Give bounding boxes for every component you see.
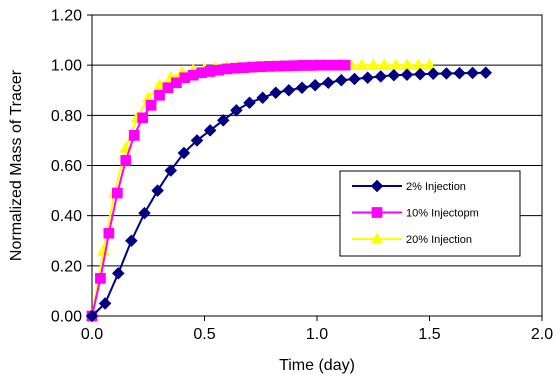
data-point-2-injection (243, 96, 256, 110)
data-point-2-injection (400, 68, 414, 82)
y-tick-label: 0.60 (51, 158, 82, 175)
legend-label-10-injectopm: 10% Injectopm (406, 208, 479, 220)
data-point-2-injection (216, 113, 230, 127)
series-2-injection (85, 66, 493, 323)
data-point-2-injection (466, 66, 479, 80)
x-tick-label: 0.5 (193, 326, 215, 343)
y-tick-label: 0.40 (51, 208, 82, 225)
data-point-2-injection (308, 78, 322, 92)
data-point-2-injection (111, 267, 125, 280)
series-group (85, 58, 493, 323)
legend-item-2-injection: 2% Injection (352, 179, 466, 193)
y-tick-label: 0.80 (51, 108, 82, 125)
data-point-20-injection (355, 58, 369, 70)
data-point-2-injection (125, 234, 138, 248)
legend-label-2-injection: 2% Injection (406, 181, 466, 193)
data-point-10-injectopm (111, 187, 123, 199)
series-10-injectopm (86, 59, 351, 322)
y-tick-label: 1.00 (51, 58, 82, 75)
data-point-10-injectopm (145, 99, 157, 111)
data-point-2-injection (413, 67, 427, 81)
data-point-10-injectopm (128, 130, 140, 141)
data-point-2-injection (387, 68, 401, 82)
data-point-20-injection (378, 58, 391, 70)
data-point-20-injection (423, 58, 436, 70)
y-tick-label: 1.20 (51, 8, 82, 25)
data-point-10-injectopm (120, 155, 132, 166)
data-point-20-injection (153, 78, 166, 90)
data-point-2-injection (426, 67, 440, 81)
data-point-2-injection (269, 86, 283, 100)
data-point-2-injection (335, 73, 348, 87)
legend-item-10-injectopm: 10% Injectopm (352, 207, 479, 220)
data-point-20-injection (389, 58, 403, 70)
axis-ticks: 0.00 0.20 0.40 0.60 0.80 1.00 1.20 0.0 0.5 1.0 1.5… (51, 8, 553, 344)
data-point-2-injection (85, 309, 99, 323)
data-point-10-injectopm (103, 227, 115, 239)
x-tick-label: 1.0 (306, 326, 328, 343)
x-tick-label: 1.5 (418, 326, 440, 343)
y-tick-label: 0.00 (51, 309, 82, 326)
y-axis-label: Normalized Mass of Tracer (8, 69, 25, 261)
data-point-2-injection (256, 91, 269, 105)
legend-marker-20-injection (370, 232, 384, 244)
data-point-20-injection (411, 58, 425, 70)
data-point-2-injection (230, 103, 243, 117)
data-point-2-injection (453, 66, 466, 80)
legend-item-20-injection: 20% Injection (352, 232, 472, 246)
x-axis-label: Time (day) (279, 357, 355, 374)
data-point-20-injection (366, 58, 380, 70)
data-point-2-injection (440, 67, 453, 80)
legend-marker-2-injection (370, 179, 384, 193)
data-point-2-injection (177, 146, 191, 160)
data-point-2-injection (98, 297, 112, 310)
data-point-2-injection (479, 66, 493, 80)
data-point-10-injectopm (95, 273, 106, 284)
data-point-2-injection (151, 184, 164, 197)
series-line-10-injectopm (91, 64, 346, 317)
data-point-2-injection (295, 81, 309, 95)
data-point-2-injection (348, 72, 361, 86)
data-point-2-injection (138, 206, 151, 220)
x-tick-label: 0.0 (81, 326, 103, 343)
data-point-2-injection (361, 71, 374, 85)
legend-marker-10-injectopm (371, 207, 383, 218)
data-point-10-injectopm (339, 59, 351, 71)
legend-label-20-injection: 20% Injection (406, 234, 472, 246)
data-point-2-injection (282, 83, 296, 97)
data-point-2-injection (164, 164, 178, 177)
x-tick-label: 2.0 (531, 326, 553, 343)
legend: 2% Injection 10% Injectopm 20% Injection (339, 170, 521, 257)
data-point-2-injection (374, 70, 388, 83)
data-point-2-injection (203, 124, 217, 137)
y-tick-label: 0.20 (51, 258, 82, 275)
data-point-2-injection (321, 76, 335, 90)
data-point-2-injection (190, 134, 204, 147)
data-point-10-injectopm (154, 89, 165, 101)
data-point-10-injectopm (137, 112, 148, 124)
